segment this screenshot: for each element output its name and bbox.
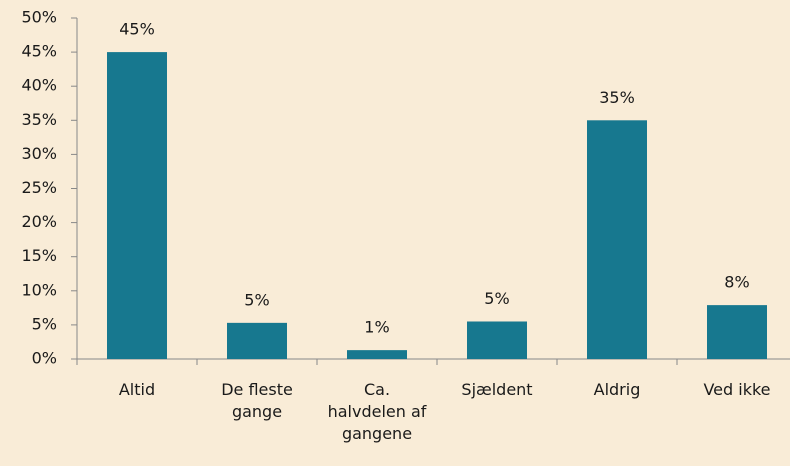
x-tick-label: Ca. halvdelen af gangene [327, 380, 427, 443]
value-label: 35% [599, 88, 635, 107]
bar [587, 120, 647, 359]
value-label: 1% [364, 318, 389, 337]
y-tick-label: 0% [32, 349, 57, 368]
y-tick-label: 20% [21, 212, 57, 231]
x-tick-label: Ved ikke [703, 380, 771, 399]
y-tick-label: 50% [21, 8, 57, 27]
bar [107, 52, 167, 359]
y-tick-label: 15% [21, 246, 57, 265]
value-label: 45% [119, 20, 155, 39]
y-tick-label: 45% [21, 42, 57, 61]
y-tick-label: 25% [21, 178, 57, 197]
x-tick-label: Sjældent [461, 380, 533, 399]
bar [467, 321, 527, 359]
bar [707, 305, 767, 359]
x-tick-label: De fleste gange [221, 380, 293, 421]
y-tick-label: 30% [21, 144, 57, 163]
x-tick-label: Altid [118, 380, 156, 399]
y-tick-label: 10% [21, 280, 57, 299]
x-tick-label: Aldrig [593, 380, 641, 399]
y-tick-label: 35% [21, 110, 57, 129]
value-label: 8% [724, 273, 749, 292]
value-label: 5% [484, 289, 509, 308]
y-tick-label: 40% [21, 76, 57, 95]
bar [227, 322, 287, 359]
y-tick-label: 5% [32, 314, 57, 333]
bar [347, 350, 407, 359]
value-label: 5% [244, 290, 269, 309]
